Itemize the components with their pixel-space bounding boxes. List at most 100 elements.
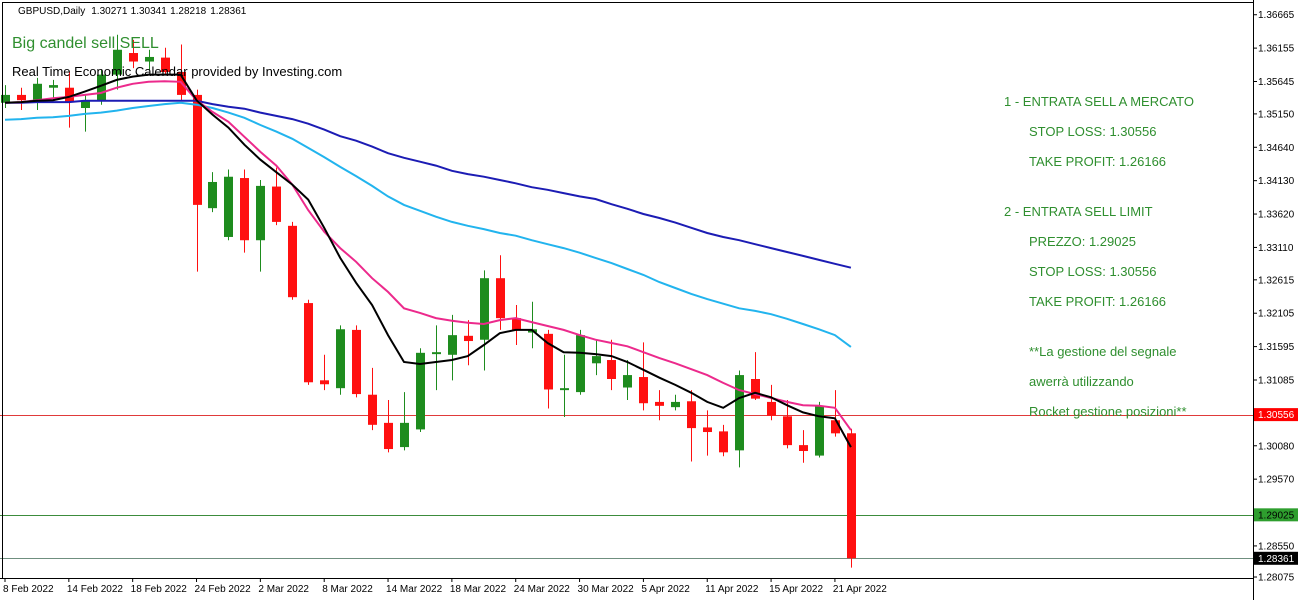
x-tick-label: 18 Feb 2022 bbox=[131, 584, 188, 595]
candle-body bbox=[400, 422, 409, 448]
candle-body bbox=[256, 185, 265, 241]
candle-body bbox=[208, 181, 217, 209]
low-price: 1.28218 bbox=[170, 6, 207, 17]
candle-body bbox=[368, 394, 377, 425]
candle-body bbox=[480, 278, 489, 340]
candle-body bbox=[193, 94, 202, 205]
x-tick-label: 14 Mar 2022 bbox=[386, 584, 443, 595]
candle-body bbox=[145, 56, 154, 62]
candle-body bbox=[352, 329, 361, 395]
high-price: 1.30341 bbox=[131, 6, 168, 17]
candle-body bbox=[17, 94, 26, 101]
candle-body bbox=[560, 388, 569, 391]
annotation: PREZZO: 1.29025 bbox=[1029, 234, 1136, 249]
candle-body bbox=[33, 83, 42, 101]
candle-body bbox=[448, 335, 457, 355]
y-tick-label: 1.34640 bbox=[1258, 143, 1295, 154]
candle-body bbox=[416, 352, 425, 430]
price-level-label-bg bbox=[1254, 551, 1298, 565]
x-tick-label: 18 Mar 2022 bbox=[450, 584, 507, 595]
candle-body bbox=[831, 420, 840, 434]
candle-body bbox=[687, 401, 696, 429]
candle-body bbox=[464, 335, 473, 342]
x-tick-label: 30 Mar 2022 bbox=[578, 584, 635, 595]
y-tick-label: 1.33620 bbox=[1258, 210, 1295, 221]
y-tick-label: 1.33110 bbox=[1258, 243, 1294, 254]
price-level-label: 1.30556 bbox=[1258, 410, 1295, 421]
candle-body bbox=[224, 176, 233, 237]
y-tick-label: 1.35645 bbox=[1258, 77, 1295, 88]
price-level-label: 1.28361 bbox=[1258, 554, 1295, 565]
x-tick-label: 2 Mar 2022 bbox=[258, 584, 309, 595]
plot-border bbox=[2, 2, 1254, 579]
candle-body bbox=[113, 49, 122, 75]
annotation: 1 - ENTRATA SELL A MERCATO bbox=[1004, 94, 1194, 109]
y-tick-label: 1.36665 bbox=[1258, 10, 1295, 21]
candle-body bbox=[496, 278, 505, 319]
candle-body bbox=[735, 375, 744, 451]
candle-body bbox=[49, 85, 58, 88]
price-level-label-bg bbox=[1254, 508, 1298, 522]
annotation: awerrà utilizzando bbox=[1029, 374, 1134, 389]
candle-body bbox=[288, 225, 297, 298]
x-tick-label: 11 Apr 2022 bbox=[705, 584, 759, 595]
candle-body bbox=[544, 333, 553, 390]
plot-area bbox=[0, 34, 1253, 568]
annotation: TAKE PROFIT: 1.26166 bbox=[1029, 154, 1166, 169]
candle-body bbox=[847, 433, 856, 559]
moving-average bbox=[4, 80, 852, 431]
candle-body bbox=[129, 53, 138, 62]
x-tick-label: 8 Feb 2022 bbox=[3, 584, 54, 595]
candle-body bbox=[1, 94, 10, 103]
candle-body bbox=[576, 335, 585, 393]
moving-average bbox=[4, 101, 852, 348]
texts: GBPUSD,Daily 1.30271 1.30341 1.28218 1.28361… bbox=[12, 6, 1194, 419]
y-tick-label: 1.36155 bbox=[1258, 44, 1295, 55]
annotation: Rocket gestione posizioni** bbox=[1029, 404, 1187, 419]
x-tick-label: 15 Apr 2022 bbox=[769, 584, 823, 595]
candle-body bbox=[304, 303, 313, 383]
x-tick-label: 8 Mar 2022 bbox=[322, 584, 373, 595]
y-tick-label: 1.35150 bbox=[1258, 109, 1295, 120]
candle-body bbox=[97, 74, 106, 102]
y-tick-label: 1.31595 bbox=[1258, 342, 1295, 353]
y-tick-label: 1.31085 bbox=[1258, 375, 1295, 386]
y-tick-label: 1.28550 bbox=[1258, 541, 1295, 552]
symbol: GBPUSD,Daily bbox=[18, 6, 85, 17]
moving-average bbox=[4, 73, 852, 448]
price-level-label: 1.29025 bbox=[1258, 510, 1295, 521]
candle-body bbox=[81, 101, 90, 109]
signal-text: Big candel sell SELL bbox=[12, 35, 159, 52]
candle-body bbox=[65, 87, 74, 102]
candle-body bbox=[783, 416, 792, 446]
annotation: STOP LOSS: 1.30556 bbox=[1029, 124, 1156, 139]
candle-body bbox=[607, 360, 616, 380]
candle-body bbox=[336, 329, 345, 389]
y-tick-label: 1.32615 bbox=[1258, 275, 1295, 286]
candle-body bbox=[272, 186, 281, 222]
symbol-header: GBPUSD,Daily 1.30271 1.30341 1.28218 1.28361 bbox=[18, 6, 247, 17]
y-tick-label: 1.29570 bbox=[1258, 475, 1295, 486]
x-tick-label: 14 Feb 2022 bbox=[67, 584, 124, 595]
y-tick-label: 1.32105 bbox=[1258, 309, 1295, 320]
y-tick-label: 1.30080 bbox=[1258, 441, 1295, 452]
y-tick-label: 1.28075 bbox=[1258, 573, 1295, 584]
x-tick-label: 5 Apr 2022 bbox=[641, 584, 690, 595]
candle-body bbox=[161, 57, 170, 73]
candle-body bbox=[719, 431, 728, 453]
candle-body bbox=[815, 405, 824, 456]
candle-body bbox=[623, 375, 632, 388]
x-tick-label: 24 Feb 2022 bbox=[195, 584, 252, 595]
candle-body bbox=[384, 422, 393, 450]
close-price: 1.28361 bbox=[210, 6, 247, 17]
open-price: 1.30271 bbox=[91, 6, 128, 17]
candle-body bbox=[592, 356, 601, 364]
candle-body bbox=[767, 401, 776, 416]
x-tick-label: 21 Apr 2022 bbox=[833, 584, 887, 595]
annotation: **La gestione del segnale bbox=[1029, 344, 1176, 359]
y-tick-label: 1.34130 bbox=[1258, 176, 1295, 187]
annotation: STOP LOSS: 1.30556 bbox=[1029, 264, 1156, 279]
candle-body bbox=[240, 178, 249, 241]
candle-body bbox=[639, 377, 648, 404]
